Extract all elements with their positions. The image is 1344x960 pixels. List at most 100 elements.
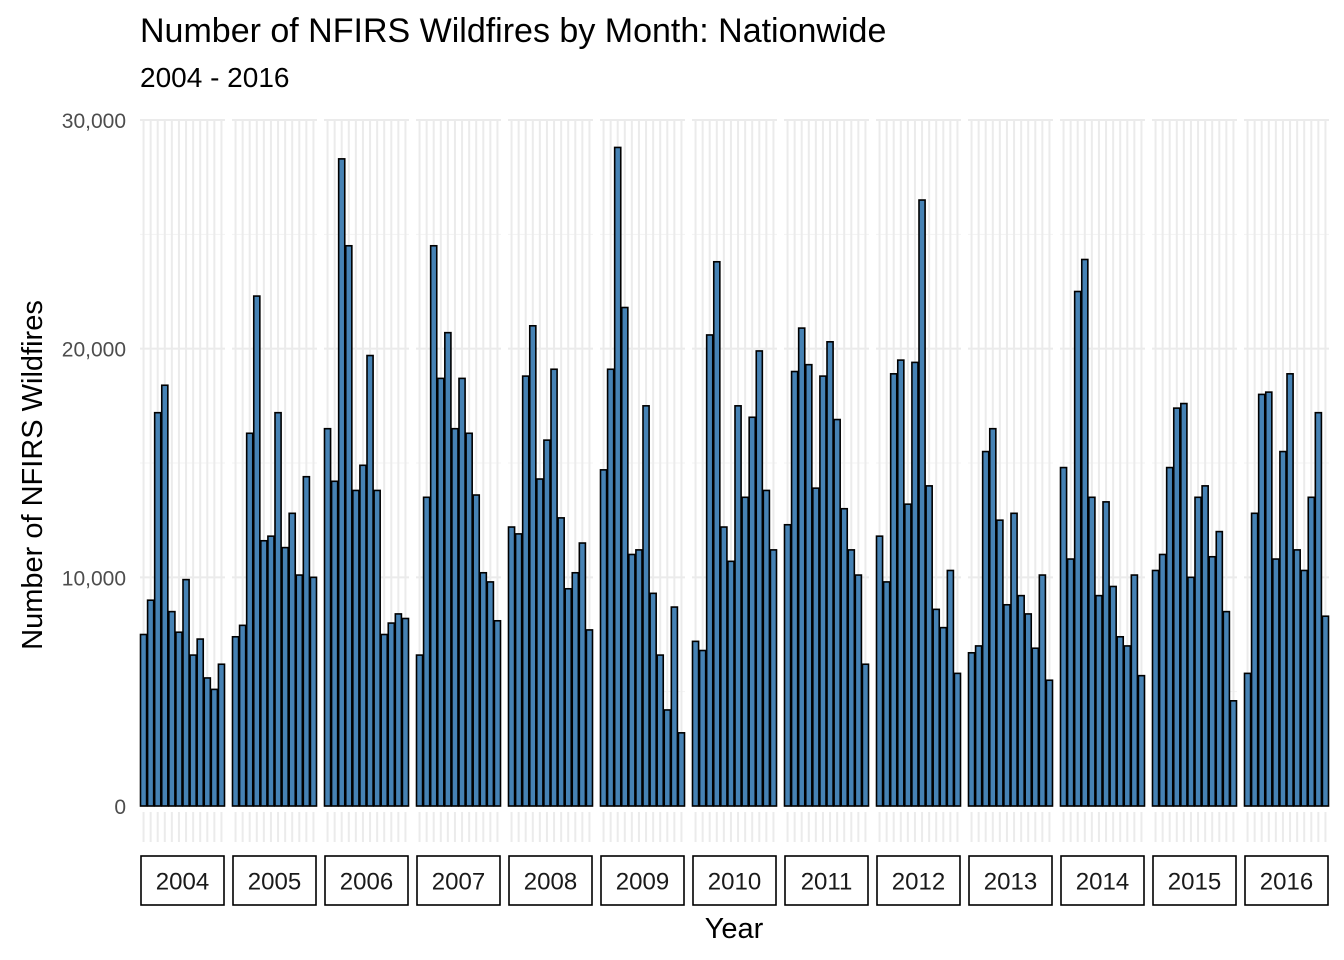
facet-strip-label: 2007 <box>432 869 485 896</box>
bar-2016-12 <box>1321 615 1330 807</box>
bar-2014-12 <box>1137 674 1146 807</box>
bar-2008-12 <box>585 629 594 807</box>
bar-2015-6 <box>1187 576 1195 807</box>
bar-2013-3 <box>981 450 990 807</box>
bar-2013-9 <box>1024 613 1033 807</box>
bar-2005-1 <box>231 635 240 807</box>
bar-2007-8 <box>465 432 473 807</box>
bar-2005-9 <box>288 512 297 807</box>
bar-2005-4 <box>252 295 261 807</box>
bar-2010-2 <box>698 649 707 807</box>
bar-2007-6 <box>451 427 459 807</box>
bar-2013-6 <box>1003 603 1011 807</box>
bar-2005-8 <box>281 546 289 807</box>
bar-2009-12 <box>677 732 686 807</box>
bar-2004-10 <box>203 677 212 807</box>
bar-2010-11 <box>762 489 771 807</box>
facet-strip-label: 2010 <box>708 869 761 896</box>
bar-2004-12 <box>217 663 226 807</box>
bar-2014-4 <box>1080 258 1089 807</box>
bar-2016-2 <box>1250 512 1259 807</box>
facet-strip-box <box>1060 855 1145 906</box>
bar-2004-11 <box>210 688 219 807</box>
bar-2007-7 <box>458 377 466 807</box>
bar-2014-6 <box>1095 594 1103 807</box>
bar-2006-1 <box>323 427 332 807</box>
bar-2011-7 <box>826 341 834 807</box>
bar-2012-9 <box>932 608 941 807</box>
bar-2009-7 <box>642 405 650 807</box>
bar-2010-9 <box>748 416 757 807</box>
bar-2015-8 <box>1201 485 1209 807</box>
bar-2012-7 <box>918 199 926 807</box>
bar-2013-2 <box>974 645 983 807</box>
bar-2006-2 <box>330 480 339 807</box>
bar-2005-2 <box>238 624 247 807</box>
y-tick-label: 0 <box>114 796 126 819</box>
bar-2016-7 <box>1286 373 1294 807</box>
bar-2010-1 <box>691 640 700 807</box>
facet-strip-box <box>784 855 869 906</box>
bar-2011-10 <box>847 549 856 807</box>
bar-2011-11 <box>854 574 863 807</box>
bar-2006-6 <box>359 464 367 807</box>
facet-strip-label: 2009 <box>616 869 669 896</box>
bar-2009-9 <box>656 654 665 807</box>
facet-strip-label: 2006 <box>340 869 393 896</box>
facet-strip-box <box>324 855 409 906</box>
bar-2014-8 <box>1109 585 1117 807</box>
bar-2004-2 <box>146 599 155 807</box>
bar-2014-9 <box>1116 635 1125 807</box>
bar-2012-5 <box>904 503 912 807</box>
bar-2006-4 <box>344 244 353 807</box>
facet-strip-label: 2016 <box>1260 869 1313 896</box>
bar-2014-3 <box>1073 290 1082 807</box>
chart-title: Number of NFIRS Wildfires by Month: Nati… <box>140 12 887 50</box>
bar-layer <box>139 146 1330 807</box>
bar-2013-4 <box>988 427 997 807</box>
bar-2010-10 <box>755 350 764 807</box>
bar-2012-3 <box>889 373 898 807</box>
bar-2011-12 <box>861 663 870 807</box>
bar-2004-1 <box>139 633 148 807</box>
bar-2011-1 <box>783 523 792 807</box>
bar-2009-5 <box>628 553 636 807</box>
bar-2016-5 <box>1272 558 1280 807</box>
bar-2012-11 <box>946 569 955 807</box>
bar-2010-6 <box>727 560 735 807</box>
bar-2009-1 <box>599 469 608 807</box>
bar-2007-10 <box>479 571 488 807</box>
facet-strip-box <box>968 855 1053 906</box>
bar-2008-10 <box>571 571 580 807</box>
bar-2014-2 <box>1066 558 1075 807</box>
bar-2008-4 <box>528 324 537 807</box>
bar-2006-3 <box>337 158 346 807</box>
bar-2010-7 <box>734 405 742 807</box>
bar-2015-11 <box>1222 610 1231 807</box>
bar-2012-1 <box>875 535 884 807</box>
bar-2015-12 <box>1229 700 1238 807</box>
bar-2008-1 <box>507 526 516 807</box>
bar-2006-8 <box>373 489 381 807</box>
bar-2005-3 <box>245 432 254 807</box>
bar-2007-5 <box>444 331 452 807</box>
bar-2015-9 <box>1208 555 1217 807</box>
facet-strip-label: 2015 <box>1168 869 1221 896</box>
bar-2012-4 <box>896 359 905 807</box>
facet-strip-label: 2004 <box>156 869 209 896</box>
facet-strip-label: 2012 <box>892 869 945 896</box>
bar-2008-3 <box>521 375 530 807</box>
facet-strip-box <box>232 855 317 906</box>
y-tick-label: 10,000 <box>62 567 126 590</box>
facet-strip-box <box>1244 855 1329 906</box>
bar-2004-5 <box>168 610 176 807</box>
bar-2005-6 <box>267 535 275 807</box>
bar-2009-10 <box>663 709 672 807</box>
bar-2011-2 <box>790 370 799 807</box>
bar-2011-5 <box>812 487 820 807</box>
bar-2015-2 <box>1158 553 1167 807</box>
bar-2004-8 <box>189 654 197 807</box>
bar-2014-1 <box>1059 466 1068 807</box>
bar-2015-1 <box>1151 569 1160 807</box>
